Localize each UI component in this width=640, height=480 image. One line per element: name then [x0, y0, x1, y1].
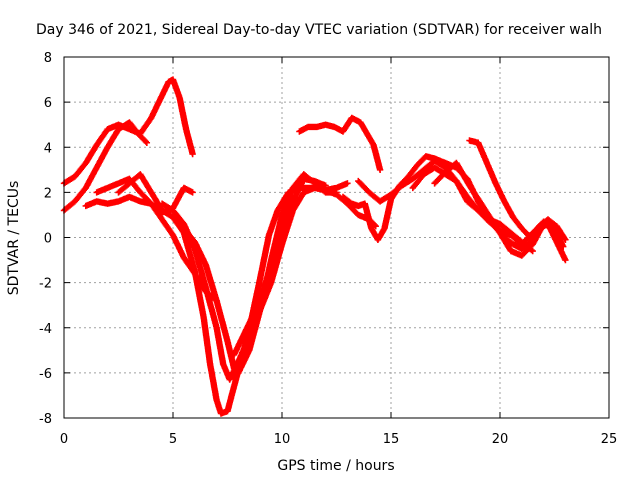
data-series [60, 76, 569, 417]
series-markers [466, 137, 569, 243]
series-sat-h [230, 175, 329, 358]
series-markers [296, 114, 384, 174]
y-tick-label: 8 [44, 51, 52, 66]
x-tick-label: 25 [601, 432, 618, 447]
x-tick-label: 20 [492, 432, 509, 447]
x-tick-label: 15 [383, 432, 400, 447]
series-sat-l [409, 164, 567, 250]
series-sat-i [296, 114, 384, 174]
x-tick-labels: 0 5 10 15 20 25 [60, 432, 617, 447]
chart-title: Day 346 of 2021, Sidereal Day-to-day VTE… [36, 22, 602, 38]
series-markers [93, 175, 220, 304]
y-tick-label: -2 [39, 277, 52, 292]
series-markers [409, 164, 567, 250]
y-tick-label: 6 [44, 96, 52, 111]
series-sat-d [93, 175, 220, 304]
plot-frame [63, 56, 610, 419]
y-tick-label: -4 [39, 322, 52, 337]
series-markers [158, 180, 351, 383]
x-axis-label: GPS time / hours [277, 458, 394, 474]
x-tick-label: 10 [274, 432, 291, 447]
series-sat-n [466, 137, 569, 243]
y-tick-label: 2 [44, 186, 52, 201]
x-tick-label: 0 [60, 432, 68, 447]
grid-lines [64, 57, 609, 418]
y-tick-label: -8 [39, 412, 52, 427]
y-tick-label: 4 [44, 141, 52, 156]
y-tick-label: 0 [44, 232, 52, 247]
series-markers [230, 175, 329, 358]
y-tick-label: -6 [39, 367, 52, 382]
y-axis-label: SDTVAR / TECUs [6, 181, 22, 296]
series-markers [60, 76, 196, 187]
x-tick-label: 5 [169, 432, 177, 447]
series-sat-a [60, 76, 196, 187]
series-sat-f [158, 180, 351, 383]
y-tick-labels: -8 -6 -4 -2 0 2 4 6 8 [39, 51, 52, 427]
